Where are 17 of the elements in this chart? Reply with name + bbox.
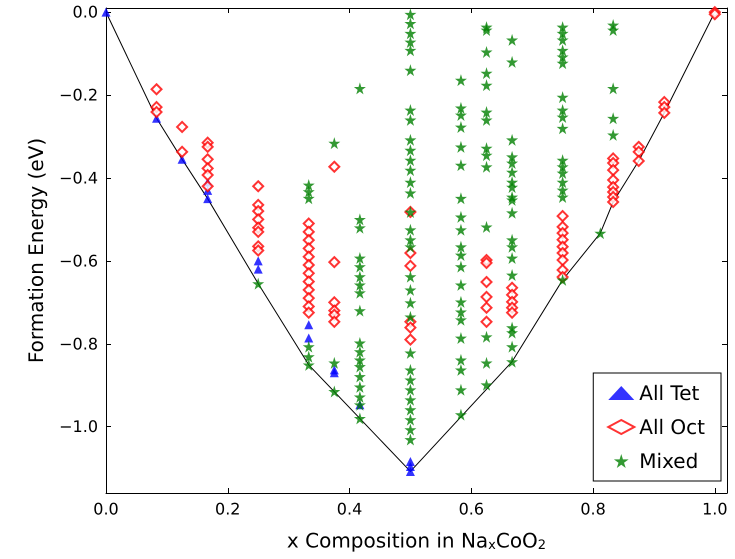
x-tick-label: 0.0 bbox=[93, 500, 119, 518]
x-tick-label: 0.4 bbox=[336, 500, 362, 518]
x-tick-label: 0.6 bbox=[458, 500, 484, 518]
x-tick-label: 0.2 bbox=[215, 500, 240, 518]
x-axis-title: x Composition in NaxCoO2 bbox=[286, 528, 546, 553]
y-tick-label: −0.8 bbox=[59, 334, 98, 354]
y-tick-label: −0.6 bbox=[59, 251, 98, 270]
y-tick-label: 0.0 bbox=[72, 2, 98, 22]
legend-label: All Tet bbox=[639, 381, 700, 405]
x-tick-label: 0.8 bbox=[580, 500, 606, 518]
legend-label: Mixed bbox=[639, 449, 698, 473]
y-axis-title: Formation Energy (eV) bbox=[24, 138, 48, 364]
y-tick-label: −0.4 bbox=[59, 168, 98, 188]
x-tick-label: 1.0 bbox=[702, 500, 728, 518]
y-tick-label: −1.0 bbox=[59, 417, 98, 436]
legend-label: All Oct bbox=[639, 415, 706, 439]
y-tick-label: −0.2 bbox=[59, 86, 98, 105]
